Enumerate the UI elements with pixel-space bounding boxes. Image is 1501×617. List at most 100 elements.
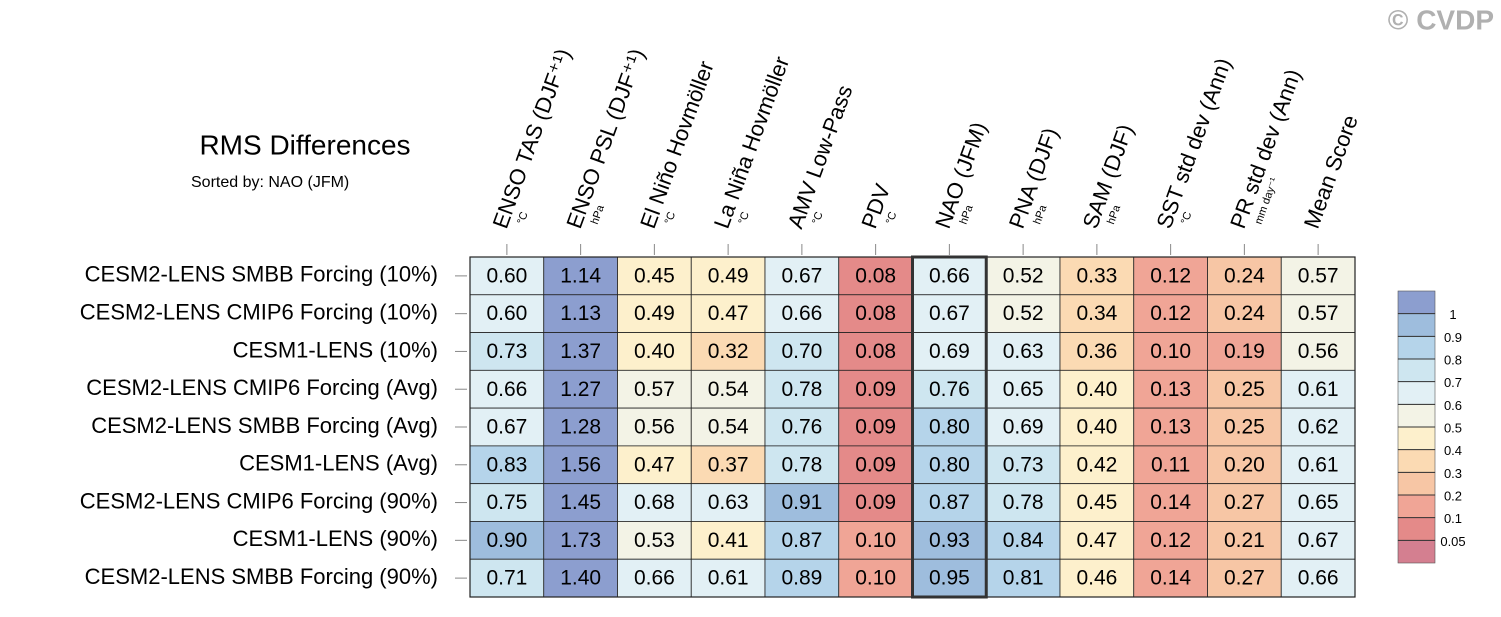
cell	[764, 407, 840, 447]
colorbar-bin	[1397, 404, 1436, 428]
row-label: CESM1-LENS (Avg)	[239, 451, 438, 476]
cell-label: 0.67	[1298, 529, 1339, 552]
cell-label: 0.09	[855, 491, 896, 514]
colorbar-label: 0.8	[1444, 352, 1462, 367]
cell-label: 0.24	[1224, 264, 1265, 287]
cell-label: 0.14	[1150, 567, 1191, 590]
cell-label: 0.11	[1151, 453, 1190, 476]
cell	[543, 445, 618, 485]
row-label: CESM1-LENS (10%)	[233, 337, 438, 362]
colorbar-bin	[1397, 358, 1436, 382]
cell-label: 1.13	[560, 302, 601, 325]
cell	[1133, 445, 1208, 485]
column-label: El Niño Hovmöller	[635, 58, 719, 232]
cell-label: 0.10	[855, 529, 896, 552]
cell-label: 0.66	[634, 567, 675, 590]
cell	[764, 558, 840, 598]
cell-label: 0.63	[1003, 340, 1044, 363]
cell-label: 0.67	[781, 264, 822, 287]
cell-label: 0.45	[1076, 491, 1117, 514]
cell	[1207, 294, 1282, 333]
cell-label: 0.56	[1298, 340, 1339, 363]
cell-label: 0.56	[634, 416, 675, 439]
cell-label: 0.76	[781, 416, 822, 439]
cell-label: 0.12	[1150, 264, 1191, 287]
cell	[1207, 558, 1282, 598]
cell-label: 0.95	[929, 567, 970, 590]
colorbar-bin	[1397, 472, 1436, 496]
cell	[690, 521, 766, 560]
cell-label: 0.60	[486, 264, 527, 287]
cell	[1059, 521, 1135, 560]
cell-label: 0.54	[708, 378, 749, 401]
cell-label: 1.27	[560, 378, 601, 401]
cell-label: 0.66	[781, 302, 822, 325]
column-unit: °C	[1179, 210, 1195, 226]
cell	[1059, 256, 1135, 296]
cell-label: 0.13	[1150, 416, 1191, 439]
cell	[764, 521, 840, 560]
cell	[1207, 445, 1282, 485]
cell-label: 1.56	[560, 453, 601, 476]
column-label: Mean Score	[1299, 112, 1363, 232]
cell	[764, 369, 840, 409]
cell-label: 0.66	[929, 264, 970, 287]
column-label: ENSO TAS (DJF⁺¹)	[488, 45, 576, 231]
cell-label: 0.67	[929, 302, 970, 325]
cell	[1207, 256, 1282, 296]
cell	[1280, 483, 1356, 522]
row-label: CESM2-LENS CMIP6 Forcing (10%)	[80, 299, 438, 324]
cell-label: 0.69	[929, 340, 970, 363]
cell-label: 0.89	[781, 567, 822, 590]
cell-label: 0.62	[1298, 416, 1339, 439]
colorbar-label: 1	[1449, 307, 1456, 322]
colorbar-label: 0.4	[1444, 443, 1462, 458]
cell-label: 0.84	[1003, 529, 1044, 552]
cell-label: 0.65	[1003, 378, 1044, 401]
cell-label: 0.53	[634, 529, 675, 552]
cell-label: 0.87	[781, 529, 822, 552]
cell-label: 0.25	[1224, 416, 1265, 439]
colorbar-bin	[1397, 313, 1436, 337]
cell-label: 0.57	[1298, 302, 1339, 325]
cell	[838, 294, 913, 333]
column-label: La Niña Hovmöller	[709, 53, 794, 232]
cell	[1280, 294, 1356, 333]
cell-label: 0.68	[634, 491, 675, 514]
cell	[838, 256, 913, 296]
cell-label: 0.08	[855, 264, 896, 287]
column-label: AMV Low-Pass	[783, 82, 858, 232]
chart-title: RMS Differences	[199, 129, 410, 160]
cell-label: 0.08	[855, 340, 896, 363]
cell-label: 0.47	[634, 453, 675, 476]
cell	[764, 483, 840, 522]
highlight-column	[911, 255, 988, 599]
row-label: CESM2-LENS SMBB Forcing (Avg)	[91, 413, 438, 438]
cell	[1133, 521, 1208, 560]
cell-label: 0.41	[708, 529, 749, 552]
column-unit: °C	[884, 210, 900, 226]
cell-label: 0.67	[486, 416, 527, 439]
row-label: CESM1-LENS (90%)	[233, 526, 438, 551]
cell	[912, 558, 987, 598]
cell-label: 0.49	[634, 302, 675, 325]
column-unit: °C	[515, 210, 531, 226]
cell	[469, 558, 545, 598]
cell-label: 0.42	[1076, 453, 1117, 476]
colorbar-bin	[1397, 336, 1436, 360]
cell-label: 0.27	[1224, 491, 1265, 514]
colorbar-bin	[1397, 381, 1436, 405]
cell-label: 0.57	[1298, 264, 1339, 287]
cell	[1059, 558, 1135, 598]
cell-label: 0.81	[1003, 567, 1044, 590]
cell-label: 0.71	[486, 567, 527, 590]
colorbar-bin	[1397, 290, 1436, 314]
row-label: CESM2-LENS CMIP6 Forcing (90%)	[80, 488, 438, 513]
cell-label: 0.78	[781, 378, 822, 401]
cell-label: 0.20	[1224, 453, 1265, 476]
cell-label: 0.61	[1298, 453, 1339, 476]
cell	[1207, 332, 1282, 371]
cell	[1280, 445, 1356, 485]
cell-label: 0.63	[708, 491, 749, 514]
cell-label: 0.12	[1150, 302, 1191, 325]
